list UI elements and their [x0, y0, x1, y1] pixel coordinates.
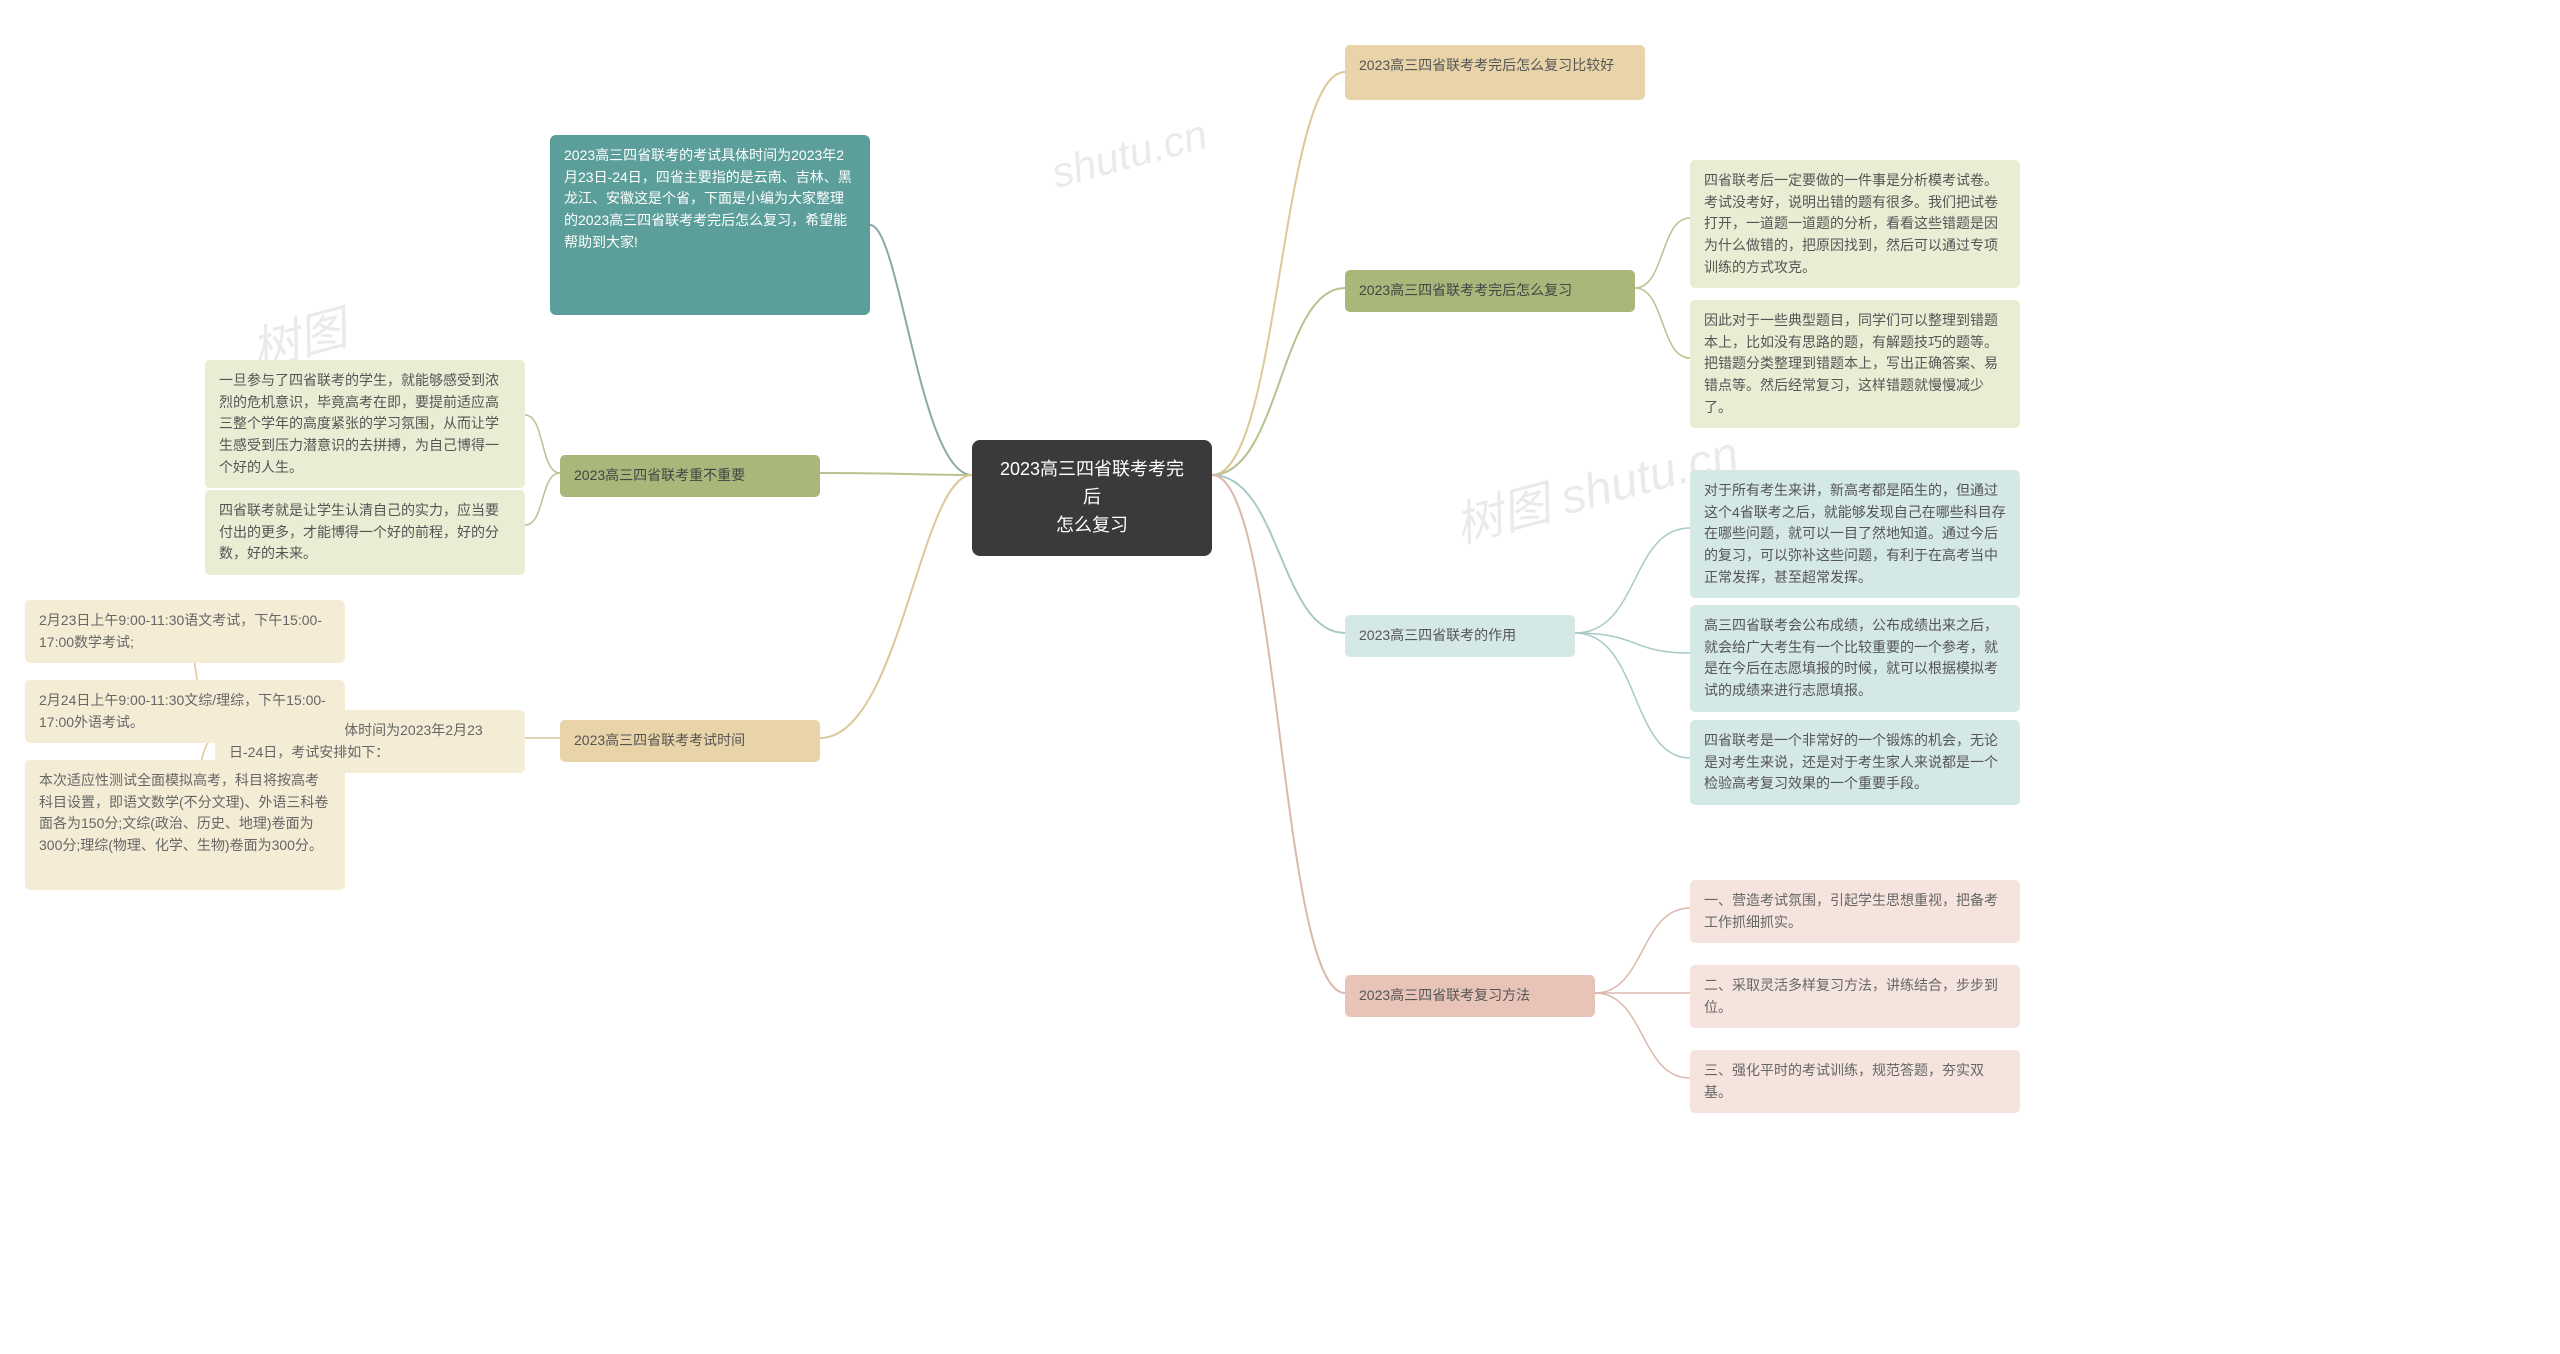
important-child-2: 四省联考就是让学生认清自己的实力，应当要付出的更多，才能博得一个好的前程，好的分…: [205, 490, 525, 575]
method-child-2: 二、采取灵活多样复习方法，讲练结合，步步到位。: [1690, 965, 2020, 1028]
effect-child-1: 对于所有考生来讲，新高考都是陌生的，但通过这个4省联考之后，就能够发现自己在哪些…: [1690, 470, 2020, 598]
method-child-1: 一、营造考试氛围，引起学生思想重视，把备考工作抓细抓实。: [1690, 880, 2020, 943]
time-child-3: 本次适应性测试全面模拟高考，科目将按高考科目设置，即语文数学(不分文理)、外语三…: [25, 760, 345, 890]
how-good-label: 2023高三四省联考考完后怎么复习比较好: [1345, 45, 1645, 100]
important-child-1: 一旦参与了四省联考的学生，就能够感受到浓烈的危机意识，毕竟高考在即，要提前适应高…: [205, 360, 525, 488]
important-label: 2023高三四省联考重不重要: [560, 455, 820, 497]
connector-layer: [0, 0, 2560, 1354]
how-child-1: 四省联考后一定要做的一件事是分析模考试卷。考试没考好，说明出错的题有很多。我们把…: [1690, 160, 2020, 288]
effect-child-2: 高三四省联考会公布成绩，公布成绩出来之后，就会给广大考生有一个比较重要的一个参考…: [1690, 605, 2020, 712]
method-child-3: 三、强化平时的考试训练，规范答题，夯实双基。: [1690, 1050, 2020, 1113]
intro-node: 2023高三四省联考的考试具体时间为2023年2月23日-24日，四省主要指的是…: [550, 135, 870, 315]
time-child-2: 2月24日上午9:00-11:30文综/理综，下午15:00-17:00外语考试…: [25, 680, 345, 743]
root-line1: 2023高三四省联考考完后: [994, 456, 1190, 512]
method-label: 2023高三四省联考复习方法: [1345, 975, 1595, 1017]
root-line2: 怎么复习: [994, 512, 1190, 540]
time-label: 2023高三四省联考考试时间: [560, 720, 820, 762]
effect-label: 2023高三四省联考的作用: [1345, 615, 1575, 657]
how-label: 2023高三四省联考考完后怎么复习: [1345, 270, 1635, 312]
effect-child-3: 四省联考是一个非常好的一个锻炼的机会，无论是对考生来说，还是对于考生家人来说都是…: [1690, 720, 2020, 805]
watermark: shutu.cn: [1046, 110, 1212, 197]
how-child-2: 因此对于一些典型题目，同学们可以整理到错题本上，比如没有思路的题，有解题技巧的题…: [1690, 300, 2020, 428]
root-node: 2023高三四省联考考完后 怎么复习: [972, 440, 1212, 556]
time-child-1: 2月23日上午9:00-11:30语文考试，下午15:00-17:00数学考试;: [25, 600, 345, 663]
